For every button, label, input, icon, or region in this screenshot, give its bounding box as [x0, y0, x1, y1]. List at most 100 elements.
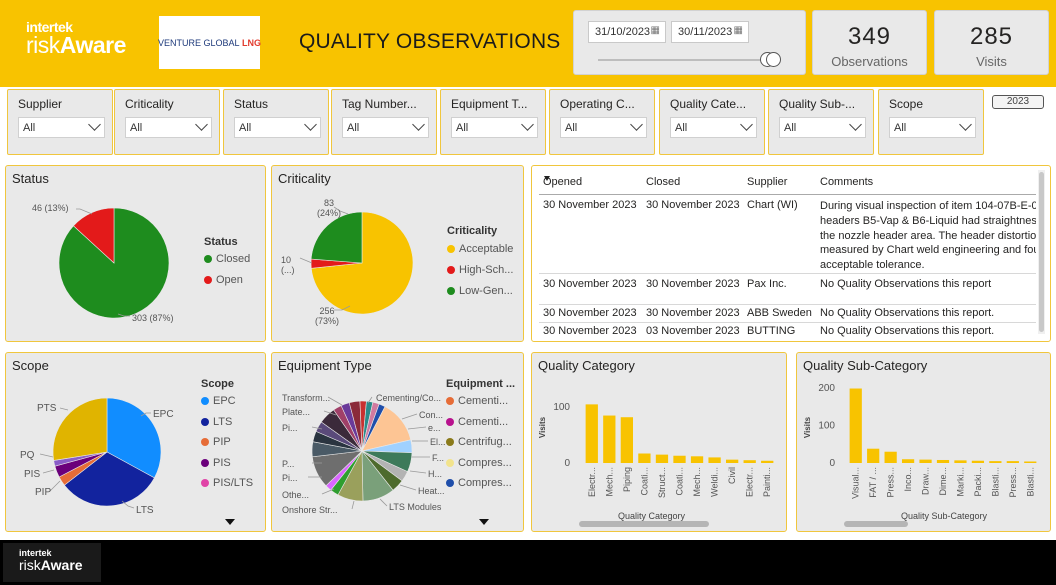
- equipment-legend-item[interactable]: Centrifug...: [446, 436, 512, 448]
- qs-bar-7[interactable]: [971, 460, 985, 463]
- qs-y-tick: 100: [818, 420, 835, 431]
- legend-dot: [446, 479, 454, 487]
- table-row[interactable]: 30 November 2023 30 November 2023 Pax In…: [539, 275, 1036, 305]
- scope-leader-line: [121, 500, 135, 509]
- qc-bar-1[interactable]: [603, 415, 616, 463]
- qs-bar-3[interactable]: [901, 459, 915, 463]
- chevron-down-icon[interactable]: [740, 118, 753, 131]
- table-row[interactable]: 30 November 2023 30 November 2023 Chart …: [539, 196, 1036, 274]
- more-options-icon[interactable]: [225, 519, 235, 525]
- qc-bar-3[interactable]: [638, 453, 651, 463]
- qs-horizontal-scrollbar[interactable]: [844, 521, 908, 527]
- slicer-title: Operating C...: [560, 97, 635, 111]
- qc-x-tick: Civil: [727, 467, 737, 484]
- chevron-down-icon[interactable]: [412, 118, 425, 131]
- date-to-input[interactable]: 30/11/2023 ▦: [671, 21, 749, 43]
- qc-bar-7[interactable]: [708, 457, 721, 463]
- equipment-legend-item[interactable]: Compres...: [446, 457, 512, 469]
- crit-acceptable-label: 256 (73%): [315, 306, 340, 326]
- qs-bar-9[interactable]: [1006, 461, 1019, 463]
- slicer-dropdown[interactable]: All: [125, 117, 212, 138]
- equipment-legend-item[interactable]: Compres...: [446, 477, 512, 489]
- slicer-dropdown[interactable]: All: [560, 117, 647, 138]
- scope-legend-item[interactable]: LTS: [201, 416, 232, 428]
- qc-bar-2[interactable]: [620, 417, 634, 463]
- slicer-dropdown[interactable]: All: [18, 117, 105, 138]
- slicer-dropdown[interactable]: All: [451, 117, 538, 138]
- chevron-down-icon[interactable]: [195, 118, 208, 131]
- slicer-dropdown[interactable]: All: [670, 117, 757, 138]
- table-vertical-scrollbar[interactable]: [1038, 170, 1045, 334]
- qc-bar-5[interactable]: [673, 455, 686, 463]
- scope-legend-item[interactable]: PIS: [201, 457, 231, 469]
- equipment-chart-title: Equipment Type: [278, 358, 372, 373]
- col-closed-header[interactable]: Closed: [646, 176, 681, 188]
- chevron-down-icon[interactable]: [88, 118, 101, 131]
- legend-item-closed[interactable]: Closed: [204, 253, 250, 265]
- scope-legend-item[interactable]: PIS/LTS: [201, 477, 253, 489]
- qs-bar-1[interactable]: [867, 448, 880, 463]
- year-2023-button[interactable]: 2023: [992, 95, 1044, 109]
- scope-legend-item[interactable]: EPC: [201, 395, 236, 407]
- chevron-down-icon[interactable]: [849, 118, 862, 131]
- crit-slice-2[interactable]: [310, 211, 363, 264]
- qs-bar-4[interactable]: [919, 459, 932, 463]
- more-options-icon[interactable]: [479, 519, 489, 525]
- date-range-track[interactable]: [598, 59, 778, 61]
- qs-bar-2[interactable]: [884, 451, 897, 463]
- quality-subcategory-card: Quality Sub-Category 0 100 200 Visual... FAT…: [796, 352, 1051, 532]
- chevron-down-icon[interactable]: [959, 118, 972, 131]
- slicer-value: All: [894, 122, 907, 134]
- qc-bar-8[interactable]: [725, 459, 739, 463]
- qs-bar-10[interactable]: [1024, 461, 1037, 463]
- chevron-down-icon[interactable]: [304, 118, 317, 131]
- slicer-title: Criticality: [125, 97, 174, 111]
- slicer-value: All: [565, 122, 578, 134]
- qs-bar-6[interactable]: [954, 460, 967, 463]
- calendar-icon[interactable]: ▦: [733, 25, 743, 36]
- col-opened-header[interactable]: Opened: [543, 176, 583, 188]
- qc-bar-4[interactable]: [655, 454, 669, 463]
- col-comments-header[interactable]: Comments: [820, 176, 874, 188]
- table-row[interactable]: 30 November 2023 30 November 2023 ABB Sw…: [539, 306, 1036, 323]
- slicer-dropdown[interactable]: All: [234, 117, 321, 138]
- qc-x-tick: Electr...: [745, 467, 755, 497]
- qs-x-tick: Marki...: [955, 467, 965, 497]
- equip-label: Othe...: [282, 490, 310, 500]
- scope-legend-item[interactable]: PIP: [201, 436, 231, 448]
- legend-dot: [201, 458, 209, 467]
- table-row[interactable]: 30 November 2023 03 November 2023 BUTTIN…: [539, 324, 1036, 338]
- calendar-icon[interactable]: ▦: [650, 25, 660, 36]
- qs-bar-8[interactable]: [989, 461, 1002, 463]
- chevron-down-icon[interactable]: [521, 118, 534, 131]
- scope-slice-0[interactable]: [106, 397, 162, 479]
- slicer-dropdown[interactable]: All: [889, 117, 976, 138]
- scope-slice-1[interactable]: [63, 451, 155, 507]
- qs-bar-5[interactable]: [936, 459, 950, 463]
- date-slider-end-handle[interactable]: [766, 52, 781, 67]
- chevron-down-icon[interactable]: [630, 118, 643, 131]
- scrollbar-thumb[interactable]: [1039, 172, 1044, 332]
- col-supplier-header[interactable]: Supplier: [747, 176, 788, 188]
- legend-item-open[interactable]: Open: [204, 274, 243, 286]
- legend-dot: [201, 417, 209, 426]
- qc-horizontal-scrollbar[interactable]: [579, 521, 709, 527]
- qs-bar-0[interactable]: [849, 388, 862, 463]
- scope-slice-5[interactable]: [52, 397, 108, 461]
- equipment-legend-item[interactable]: Cementi...: [446, 395, 508, 407]
- slicer-dropdown[interactable]: All: [779, 117, 866, 138]
- equipment-legend-item[interactable]: Cementi...: [446, 416, 508, 428]
- status-slice-1[interactable]: [73, 207, 115, 264]
- date-from-input[interactable]: 31/10/2023 ▦: [588, 21, 666, 43]
- equip-slice-20[interactable]: [361, 401, 380, 452]
- qc-bar-0[interactable]: [585, 404, 598, 463]
- legend-item-high[interactable]: High-Sch...: [447, 264, 513, 276]
- slicer-dropdown[interactable]: All: [342, 117, 429, 138]
- qs-x-tick: Draw...: [921, 467, 931, 495]
- qc-bar-6[interactable]: [690, 456, 704, 463]
- legend-item-low[interactable]: Low-Gen...: [447, 285, 513, 297]
- legend-item-acceptable[interactable]: Acceptable: [447, 243, 513, 255]
- qc-bar-10[interactable]: [761, 460, 774, 463]
- equip-label: Cementing/Co...: [376, 393, 442, 403]
- qc-bar-9[interactable]: [743, 460, 756, 463]
